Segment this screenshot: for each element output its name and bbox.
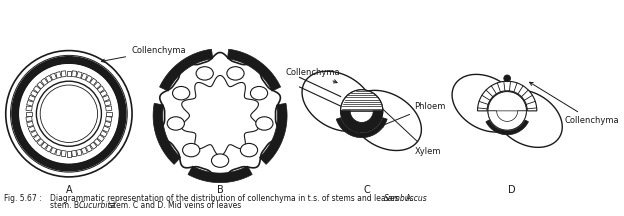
Polygon shape xyxy=(85,145,92,152)
Polygon shape xyxy=(486,120,529,135)
Text: Sambuscus: Sambuscus xyxy=(384,194,427,203)
Polygon shape xyxy=(302,71,374,131)
Polygon shape xyxy=(67,151,71,157)
Polygon shape xyxy=(260,103,287,164)
Ellipse shape xyxy=(341,90,383,132)
Text: Fig. 5.67 :: Fig. 5.67 : xyxy=(4,194,41,203)
Polygon shape xyxy=(341,111,383,132)
Polygon shape xyxy=(34,135,41,142)
Ellipse shape xyxy=(488,92,526,130)
Polygon shape xyxy=(51,147,57,154)
Polygon shape xyxy=(77,149,82,156)
Polygon shape xyxy=(28,95,35,102)
Polygon shape xyxy=(336,118,388,138)
Text: Cucurbita: Cucurbita xyxy=(79,201,115,210)
Ellipse shape xyxy=(250,86,268,100)
Ellipse shape xyxy=(212,154,229,167)
Polygon shape xyxy=(81,147,87,154)
Polygon shape xyxy=(160,52,280,179)
Polygon shape xyxy=(46,75,52,83)
Text: Collenchyma: Collenchyma xyxy=(285,68,340,83)
Polygon shape xyxy=(94,139,101,146)
Text: C: C xyxy=(363,185,370,195)
Polygon shape xyxy=(160,49,213,91)
Polygon shape xyxy=(51,73,57,80)
Polygon shape xyxy=(67,71,71,76)
Polygon shape xyxy=(31,90,37,97)
Text: B: B xyxy=(217,185,223,195)
Ellipse shape xyxy=(227,67,244,80)
Polygon shape xyxy=(477,81,537,111)
Polygon shape xyxy=(56,149,61,156)
Polygon shape xyxy=(350,90,421,151)
Text: Collenchyma: Collenchyma xyxy=(530,82,619,125)
Text: stem. B.: stem. B. xyxy=(50,201,84,210)
Polygon shape xyxy=(26,116,32,121)
Polygon shape xyxy=(27,100,34,106)
Ellipse shape xyxy=(19,64,119,164)
Polygon shape xyxy=(81,73,87,80)
Polygon shape xyxy=(90,142,97,149)
Polygon shape xyxy=(94,82,101,89)
Polygon shape xyxy=(341,90,383,111)
Ellipse shape xyxy=(240,143,258,157)
Polygon shape xyxy=(153,103,181,164)
Polygon shape xyxy=(27,121,34,127)
Polygon shape xyxy=(488,92,526,111)
Polygon shape xyxy=(37,139,44,146)
Polygon shape xyxy=(452,74,520,132)
Polygon shape xyxy=(46,145,52,152)
Polygon shape xyxy=(105,106,112,111)
Polygon shape xyxy=(188,166,252,183)
Ellipse shape xyxy=(183,143,200,157)
Polygon shape xyxy=(100,90,107,97)
Polygon shape xyxy=(85,75,92,83)
Polygon shape xyxy=(90,78,97,86)
Polygon shape xyxy=(105,116,112,121)
Circle shape xyxy=(504,75,510,82)
Polygon shape xyxy=(72,71,77,77)
Polygon shape xyxy=(104,121,111,127)
Polygon shape xyxy=(26,112,32,116)
Polygon shape xyxy=(56,71,61,78)
Ellipse shape xyxy=(36,81,102,146)
Text: Diagrammatic representation of the distribution of collenchyma in t.s. of stems : Diagrammatic representation of the distr… xyxy=(50,194,416,203)
Ellipse shape xyxy=(172,86,190,100)
Text: stem. C and D. Mid veins of leaves: stem. C and D. Mid veins of leaves xyxy=(109,201,241,210)
Polygon shape xyxy=(102,126,109,132)
Polygon shape xyxy=(72,151,77,157)
Polygon shape xyxy=(182,75,258,156)
Polygon shape xyxy=(61,151,66,157)
Ellipse shape xyxy=(256,117,273,130)
Polygon shape xyxy=(488,111,526,130)
Polygon shape xyxy=(41,142,48,149)
Text: D: D xyxy=(508,185,516,195)
Polygon shape xyxy=(494,90,562,147)
Text: Phloem: Phloem xyxy=(379,102,446,127)
Polygon shape xyxy=(31,130,37,137)
Polygon shape xyxy=(61,71,66,77)
Polygon shape xyxy=(97,86,104,93)
Polygon shape xyxy=(28,126,35,132)
Polygon shape xyxy=(227,49,281,91)
Polygon shape xyxy=(26,106,32,111)
Text: Xylem: Xylem xyxy=(372,99,441,156)
Polygon shape xyxy=(97,135,104,142)
Polygon shape xyxy=(34,86,41,93)
Ellipse shape xyxy=(167,117,185,130)
Polygon shape xyxy=(41,78,48,86)
Polygon shape xyxy=(106,112,112,116)
Polygon shape xyxy=(104,100,111,106)
Polygon shape xyxy=(100,130,107,137)
Ellipse shape xyxy=(196,67,213,80)
Polygon shape xyxy=(77,71,82,78)
Text: A: A xyxy=(66,185,72,195)
Polygon shape xyxy=(37,82,44,89)
Text: Collenchyma: Collenchyma xyxy=(102,46,186,62)
Polygon shape xyxy=(102,95,109,102)
